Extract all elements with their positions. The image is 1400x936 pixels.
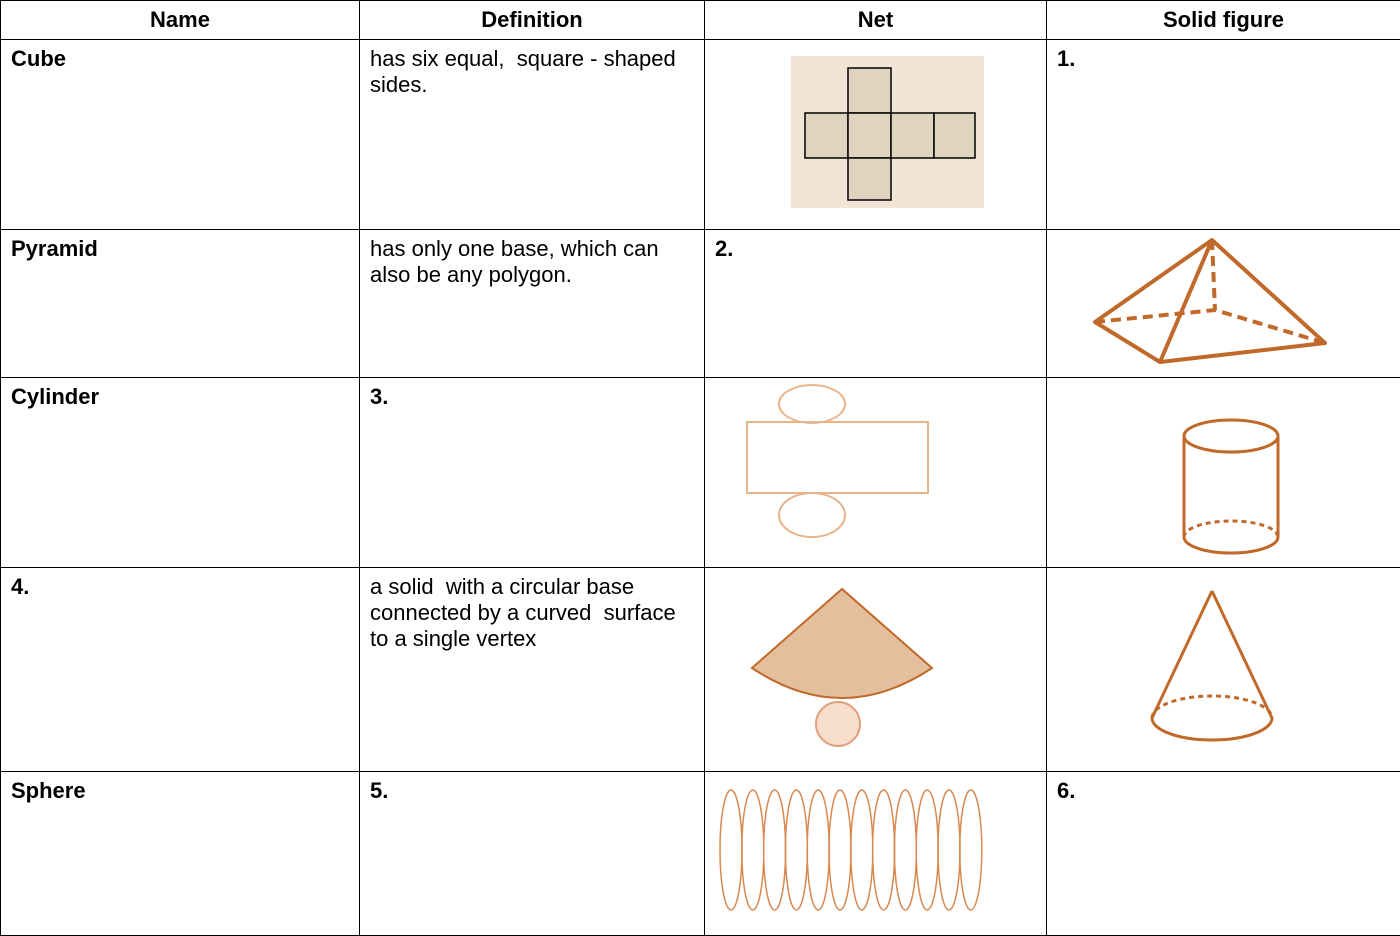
table-cell: Pyramid [0,229,360,378]
header-cell: Net [704,0,1047,40]
header-cell: Definition [359,0,705,40]
table-cell: 3. [359,377,705,568]
table-cell [704,377,1047,568]
table-cell: 1. [1046,39,1400,230]
table-cell: has only one base, which can also be any… [359,229,705,378]
table-cell: 6. [1046,771,1400,936]
header-cell: Solid figure [1046,0,1400,40]
table-cell: 5. [359,771,705,936]
table-cell [704,39,1047,230]
table-cell [1046,377,1400,568]
table-cell: Cube [0,39,360,230]
table-cell: has six equal, square - shaped sides. [359,39,705,230]
table-cell [1046,567,1400,772]
table-cell: Sphere [0,771,360,936]
table-cell: a solid with a circular base connected b… [359,567,705,772]
table-cell [1046,229,1400,378]
header-cell: Name [0,0,360,40]
table-cell: 2. [704,229,1047,378]
table-cell: 4. [0,567,360,772]
table-cell [704,567,1047,772]
table-cell [704,771,1047,936]
table-cell: Cylinder [0,377,360,568]
